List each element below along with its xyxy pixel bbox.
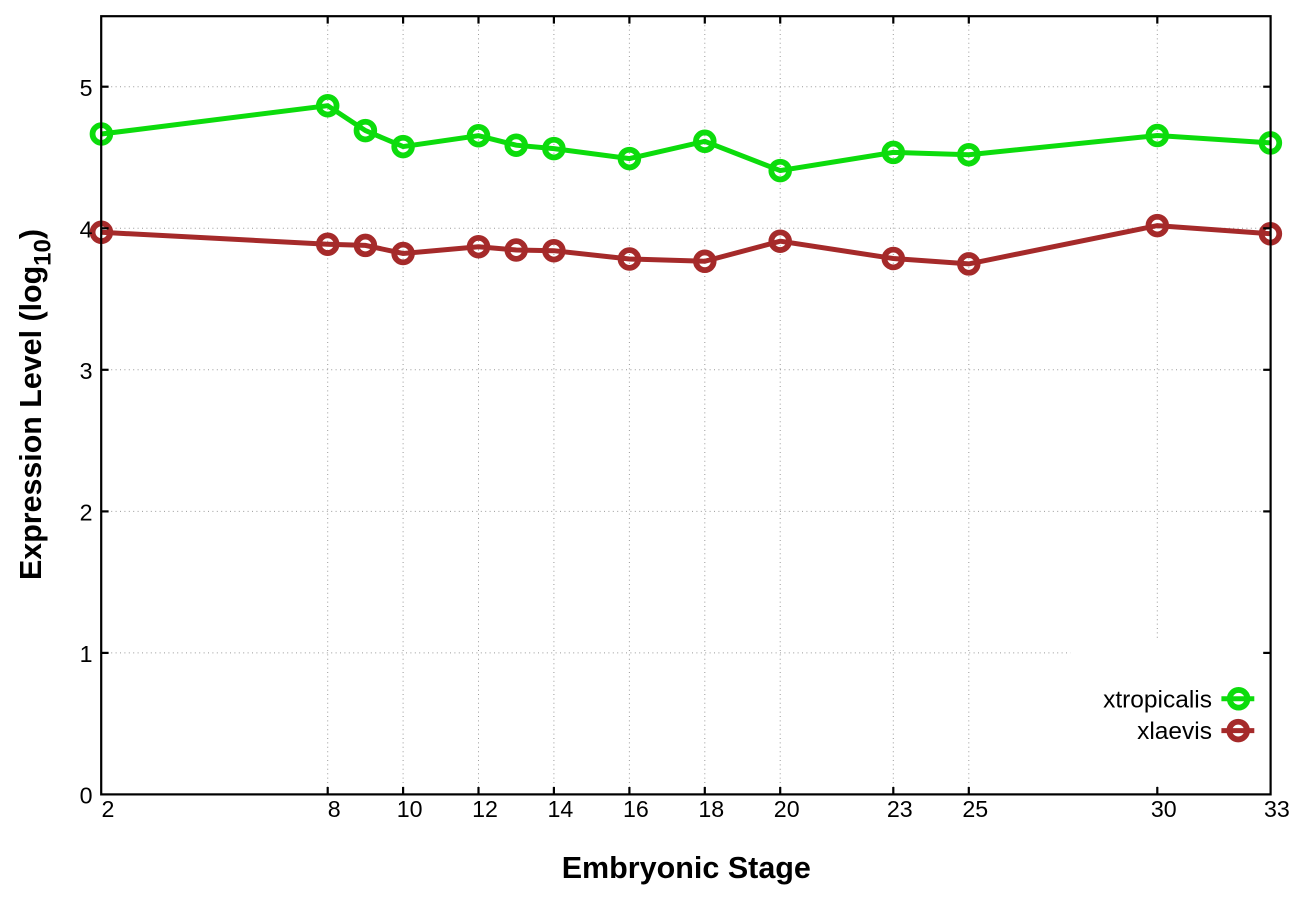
svg-text:23: 23 <box>887 796 913 822</box>
svg-text:1: 1 <box>80 641 93 667</box>
svg-text:0: 0 <box>80 783 93 809</box>
svg-text:8: 8 <box>328 796 341 822</box>
svg-text:18: 18 <box>698 796 724 822</box>
svg-text:20: 20 <box>774 796 800 822</box>
svg-text:12: 12 <box>472 796 498 822</box>
svg-text:25: 25 <box>962 796 988 822</box>
svg-text:30: 30 <box>1151 796 1177 822</box>
svg-text:2: 2 <box>80 500 93 526</box>
svg-text:16: 16 <box>623 796 649 822</box>
svg-text:4: 4 <box>80 216 93 242</box>
svg-text:xlaevis: xlaevis <box>1137 718 1212 745</box>
svg-text:2: 2 <box>101 796 114 822</box>
svg-text:14: 14 <box>548 796 574 822</box>
svg-text:xtropicalis: xtropicalis <box>1103 687 1212 714</box>
svg-text:Embryonic Stage: Embryonic Stage <box>562 851 811 885</box>
svg-text:33: 33 <box>1264 796 1290 822</box>
svg-text:3: 3 <box>80 358 93 384</box>
svg-text:10: 10 <box>397 796 423 822</box>
svg-text:5: 5 <box>80 75 93 101</box>
